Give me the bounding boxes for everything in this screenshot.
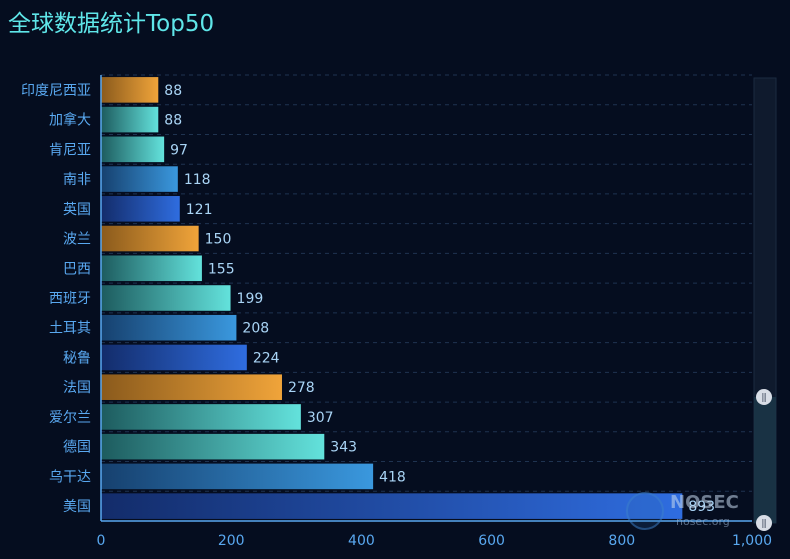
value-label: 88	[164, 113, 182, 129]
category-label: 德国	[63, 440, 91, 456]
value-label: 155	[208, 261, 235, 277]
watermark-name: NOSEC	[670, 492, 739, 513]
category-label: 秘鲁	[63, 350, 91, 366]
value-label: 307	[307, 410, 334, 426]
bar[interactable]	[101, 196, 180, 222]
value-label: 150	[205, 232, 232, 248]
x-tick-label: 400	[348, 533, 375, 549]
watermark-logo-icon	[626, 492, 664, 530]
category-label: 美国	[63, 499, 91, 515]
chart-title: 全球数据统计Top50	[8, 11, 215, 37]
category-label: 波兰	[63, 232, 91, 248]
bar[interactable]	[101, 285, 231, 311]
x-tick-label: 1,000	[732, 533, 772, 549]
bar[interactable]	[101, 255, 202, 282]
bar[interactable]	[101, 344, 247, 371]
datazoom-handle-grip-icon: ⫼	[762, 519, 767, 530]
value-label: 208	[242, 321, 269, 337]
bar[interactable]	[101, 77, 159, 103]
bar[interactable]	[101, 106, 159, 133]
datazoom-handle[interactable]	[756, 515, 772, 531]
bar[interactable]	[101, 374, 282, 400]
value-label: 118	[184, 172, 211, 188]
watermark-site: nosec.org	[676, 515, 730, 528]
bar[interactable]	[101, 314, 237, 341]
datazoom-handle-grip-icon: ⫼	[762, 393, 767, 404]
value-label: 88	[164, 83, 182, 99]
category-label: 乌干达	[49, 469, 91, 485]
bar[interactable]	[101, 463, 374, 490]
x-tick-label: 200	[218, 533, 245, 549]
bar[interactable]	[101, 433, 325, 460]
value-label: 893	[688, 499, 715, 515]
value-label: 199	[237, 291, 264, 307]
category-label: 肯尼亚	[49, 142, 91, 158]
category-label: 印度尼西亚	[21, 83, 91, 99]
category-label: 巴西	[63, 261, 91, 277]
value-label: 278	[288, 380, 315, 396]
bar[interactable]	[101, 166, 178, 192]
value-label: 418	[379, 469, 406, 485]
x-tick-label: 0	[97, 533, 106, 549]
datazoom-selected-range[interactable]	[754, 397, 776, 523]
datazoom-handle[interactable]	[756, 389, 772, 405]
category-label: 西班牙	[49, 291, 91, 307]
category-label: 土耳其	[49, 321, 91, 337]
bar[interactable]	[101, 493, 683, 519]
category-label: 加拿大	[49, 112, 91, 129]
value-label: 97	[170, 142, 188, 158]
category-label: 南非	[63, 172, 91, 188]
bar[interactable]	[101, 404, 301, 430]
bar[interactable]	[101, 136, 165, 163]
category-label: 英国	[63, 201, 91, 218]
category-label: 法国	[63, 380, 91, 396]
value-label: 343	[330, 440, 357, 456]
watermark: NOSEC nosec.org	[626, 490, 756, 534]
value-label: 121	[186, 202, 213, 218]
x-tick-label: 800	[608, 533, 635, 549]
bar[interactable]	[101, 225, 199, 252]
category-label: 爱尔兰	[49, 410, 91, 426]
value-label: 224	[253, 350, 280, 366]
x-tick-label: 600	[478, 533, 505, 549]
